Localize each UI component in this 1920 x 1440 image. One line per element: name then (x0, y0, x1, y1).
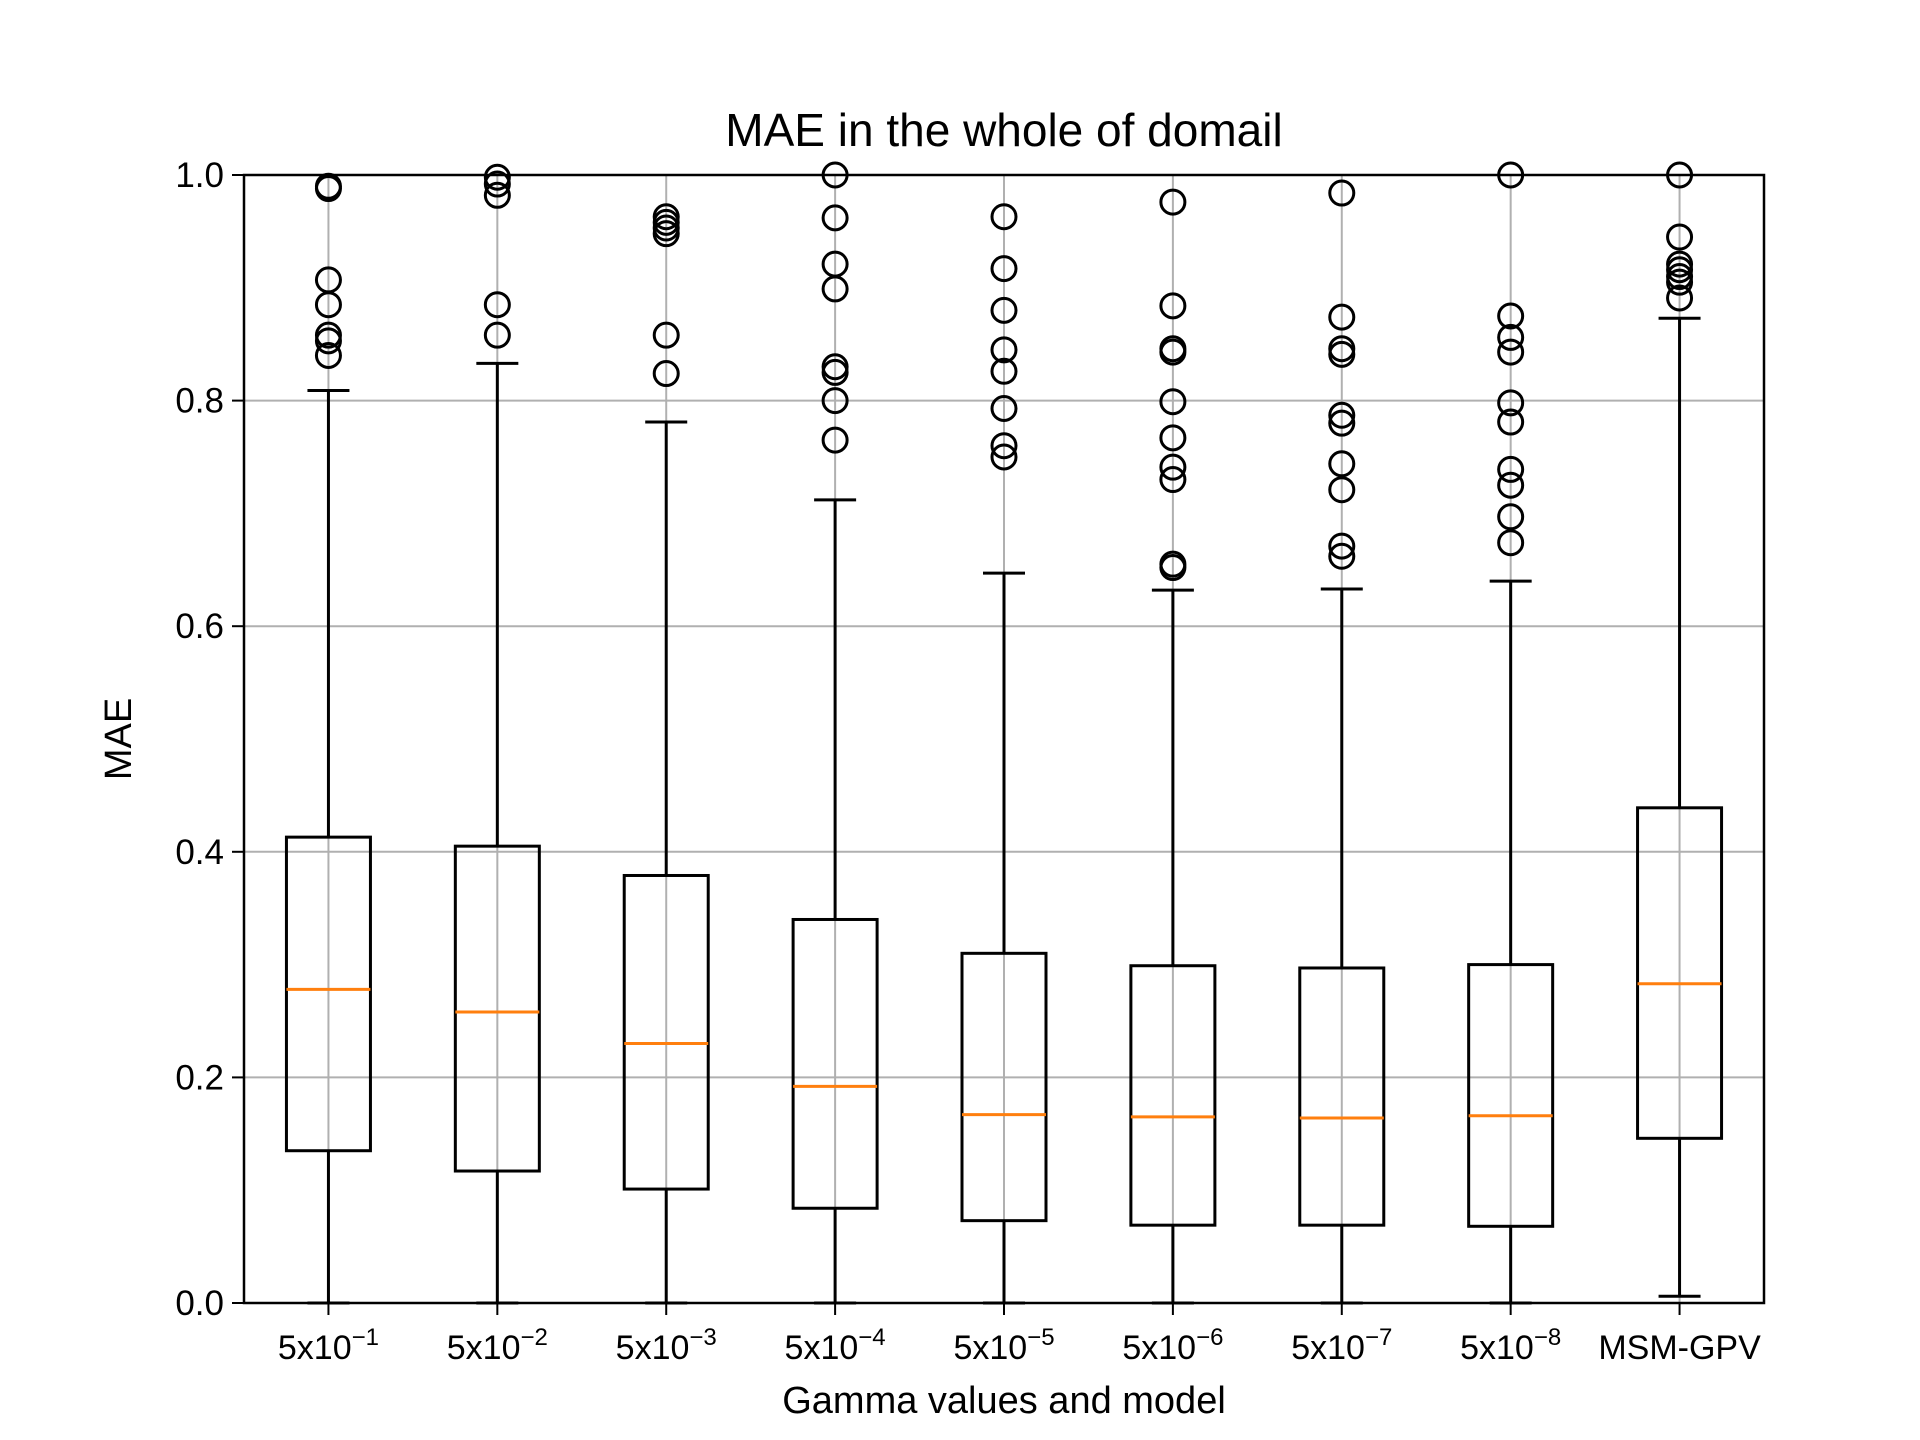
box-group (791, 161, 879, 1305)
outlier-point (1328, 303, 1356, 331)
outlier-point (1328, 409, 1356, 437)
box-group (960, 203, 1048, 1305)
outlier-point (821, 387, 849, 415)
box-group (1129, 188, 1217, 1305)
x-axis-ticks: 5x10−1 5x10−2 5x10−3 5x10−4 5x10−5 5x10−6 5x10… (278, 1303, 1761, 1367)
outlier-point (821, 250, 849, 278)
x-tick-label: 5x10−5 (953, 1324, 1054, 1367)
outlier-point (1497, 455, 1525, 483)
outlier-point (314, 266, 342, 294)
outlier-point (483, 321, 511, 349)
outlier-point (990, 296, 1018, 324)
x-tick-label: 5x10−1 (278, 1324, 379, 1367)
outlier-point (1159, 424, 1187, 452)
outlier-point (990, 255, 1018, 283)
iqr-box (284, 835, 372, 1153)
x-tick-label: 5x10−3 (616, 1324, 717, 1367)
box-group (1467, 161, 1555, 1305)
outlier-point (652, 360, 680, 388)
boxes (284, 161, 1724, 1305)
y-tick-label: 0.6 (175, 607, 224, 646)
outlier-point (1666, 223, 1694, 251)
outlier-point (314, 341, 342, 369)
iqr-box (1636, 806, 1724, 1140)
outlier-point (1159, 550, 1187, 578)
outlier-point (1497, 529, 1525, 557)
iqr-box (453, 844, 541, 1173)
iqr-box (960, 951, 1048, 1223)
outlier-point (1328, 542, 1356, 570)
outlier-point (990, 432, 1018, 460)
x-tick-label: MSM-GPV (1598, 1329, 1761, 1367)
outlier-point (1328, 335, 1356, 363)
outlier-point (1159, 466, 1187, 494)
outlier-point (1666, 284, 1694, 312)
outlier-point (1497, 503, 1525, 531)
outlier-point (1497, 302, 1525, 330)
outlier-point (1497, 408, 1525, 436)
iqr-box (791, 917, 879, 1210)
y-tick-label: 0.0 (175, 1284, 224, 1323)
outlier-point (1328, 179, 1356, 207)
outlier-point (821, 204, 849, 232)
outlier-point (990, 394, 1018, 422)
outlier-point (1497, 471, 1525, 499)
outlier-point (314, 321, 342, 349)
iqr-box (1467, 963, 1555, 1228)
outlier-point (990, 443, 1018, 471)
outlier-point (1497, 389, 1525, 417)
y-tick-label: 0.2 (175, 1058, 224, 1097)
outlier-point (1666, 263, 1694, 291)
y-tick-label: 1.0 (175, 156, 224, 195)
outlier-point (1328, 401, 1356, 429)
x-tick-label: 5x10−4 (785, 1324, 886, 1367)
outlier-point (1497, 323, 1525, 351)
outlier-point (1159, 292, 1187, 320)
outlier-point (483, 163, 511, 191)
outlier-point (1328, 450, 1356, 478)
outlier-point (1497, 338, 1525, 366)
outlier-point (1159, 188, 1187, 216)
outlier-point (483, 170, 511, 198)
x-tick-label: 5x10−7 (1291, 1324, 1392, 1367)
iqr-box (622, 873, 710, 1191)
outlier-point (1159, 453, 1187, 481)
x-tick-label: 5x10−8 (1460, 1324, 1561, 1367)
outlier-point (821, 353, 849, 381)
box-group (1298, 179, 1386, 1305)
y-tick-label: 0.8 (175, 382, 224, 421)
outlier-point (990, 203, 1018, 231)
iqr-box (1129, 964, 1217, 1227)
x-tick-label: 5x10−6 (1122, 1324, 1223, 1367)
outlier-point (483, 291, 511, 319)
outlier-point (1159, 335, 1187, 363)
y-axis-ticks: 0.0 0.2 0.4 0.6 0.8 1.0 (175, 156, 244, 1323)
y-tick-label: 0.4 (175, 833, 224, 872)
outlier-point (1666, 250, 1694, 278)
outlier-point (1328, 532, 1356, 560)
outlier-point (483, 181, 511, 209)
iqr-box (1298, 966, 1386, 1227)
box-group (453, 163, 541, 1305)
y-axis-label: MAE (98, 698, 140, 780)
chart-title: MAE in the whole of domail (725, 104, 1282, 156)
outlier-point (990, 336, 1018, 364)
outlier-point (1328, 476, 1356, 504)
x-axis-label: Gamma values and model (782, 1380, 1226, 1422)
outlier-point (1159, 388, 1187, 416)
outlier-point (990, 357, 1018, 385)
outlier-point (652, 321, 680, 349)
outlier-point (821, 426, 849, 454)
outlier-point (652, 203, 680, 231)
box-group (1636, 161, 1724, 1298)
box-group (284, 172, 372, 1305)
x-tick-label: 5x10−2 (447, 1324, 548, 1367)
